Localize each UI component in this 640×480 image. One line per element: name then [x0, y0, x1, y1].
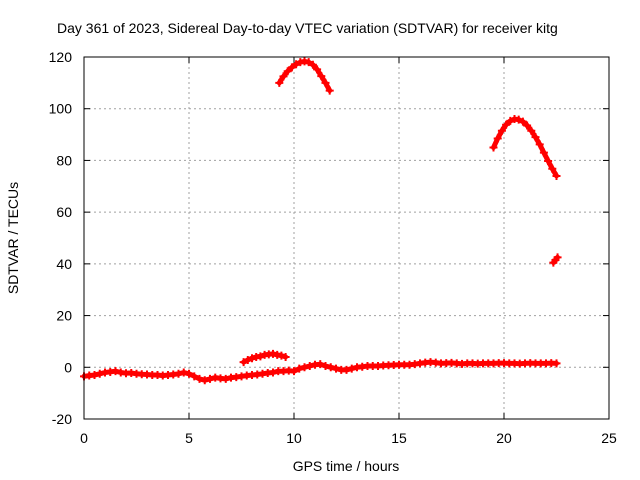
data-point [275, 78, 284, 87]
data-point [523, 121, 532, 130]
y-tick-label: 40 [56, 256, 72, 272]
data-point [269, 349, 277, 358]
y-tick-label: 100 [49, 101, 73, 117]
data-point [195, 374, 204, 383]
data-point [95, 369, 104, 378]
data-point [243, 356, 252, 365]
x-axis-label: GPS time / hours [293, 458, 400, 474]
series-arc2 [489, 115, 561, 180]
plot-frame [83, 56, 610, 420]
data-point [527, 126, 536, 135]
data-point [295, 364, 304, 373]
x-tick-label: 10 [286, 430, 302, 446]
data-point [248, 354, 256, 363]
data-point [325, 86, 334, 95]
data-point [518, 117, 527, 126]
data-point [239, 358, 248, 367]
data-point [190, 372, 199, 381]
data-point [179, 368, 188, 377]
data-point [221, 374, 230, 383]
series-baseline [80, 358, 561, 385]
data-point [200, 376, 209, 385]
series-bump [239, 349, 290, 367]
data-point [290, 367, 298, 376]
data-point [174, 369, 183, 378]
data-point [279, 72, 288, 81]
x-tick-label: 0 [80, 430, 88, 446]
series-arc1 [275, 57, 334, 95]
data-point [300, 363, 309, 372]
data-point [553, 253, 562, 262]
data-point [281, 352, 290, 361]
data-point [287, 63, 296, 72]
data-point [552, 171, 561, 180]
data-point [292, 60, 301, 69]
data-point [304, 58, 313, 67]
data-point [269, 368, 277, 377]
y-tick-label: 60 [56, 204, 72, 220]
series-tail [549, 253, 562, 267]
chart-points [80, 57, 562, 385]
data-point [535, 140, 544, 149]
data-point [497, 126, 506, 135]
data-point [90, 371, 99, 380]
data-point [277, 351, 286, 360]
data-point [502, 120, 511, 129]
data-point [185, 369, 193, 378]
data-point [539, 148, 548, 157]
data-point [326, 363, 335, 372]
data-point [531, 133, 540, 142]
data-point [111, 367, 120, 376]
data-point [506, 116, 515, 125]
data-point [332, 364, 340, 373]
x-tick-label: 25 [601, 430, 617, 446]
data-point [544, 156, 553, 165]
data-point [548, 164, 557, 173]
series-band [491, 116, 559, 179]
data-point [321, 78, 330, 87]
data-point [514, 115, 523, 124]
y-tick-label: 0 [64, 359, 72, 375]
data-point [552, 359, 561, 368]
data-point [493, 134, 502, 143]
data-point [321, 361, 330, 370]
data-point [308, 60, 317, 69]
axis-ticks: 0 5 10 15 20 25 -20 0 20 40 60 80 100 120 [49, 49, 617, 446]
x-tick-label: 15 [391, 430, 407, 446]
y-tick-label: 80 [56, 152, 72, 168]
data-point [347, 364, 356, 373]
y-tick-label: -20 [52, 411, 72, 427]
data-point [342, 365, 351, 374]
chart-title: Day 361 of 2023, Sidereal Day-to-day VTE… [57, 20, 558, 36]
data-point [305, 361, 314, 370]
data-point [313, 65, 322, 74]
data-point [206, 374, 214, 383]
data-point [316, 360, 325, 369]
y-tick-label: 120 [49, 49, 73, 65]
data-point [283, 67, 292, 76]
data-point [256, 352, 265, 361]
data-point [317, 72, 326, 81]
x-tick-label: 5 [185, 430, 193, 446]
chart-grid [84, 57, 609, 419]
x-tick-label: 20 [496, 430, 512, 446]
y-tick-label: 20 [56, 308, 72, 324]
data-point [489, 143, 498, 152]
y-axis-label: SDTVAR / TECUs [5, 182, 21, 294]
